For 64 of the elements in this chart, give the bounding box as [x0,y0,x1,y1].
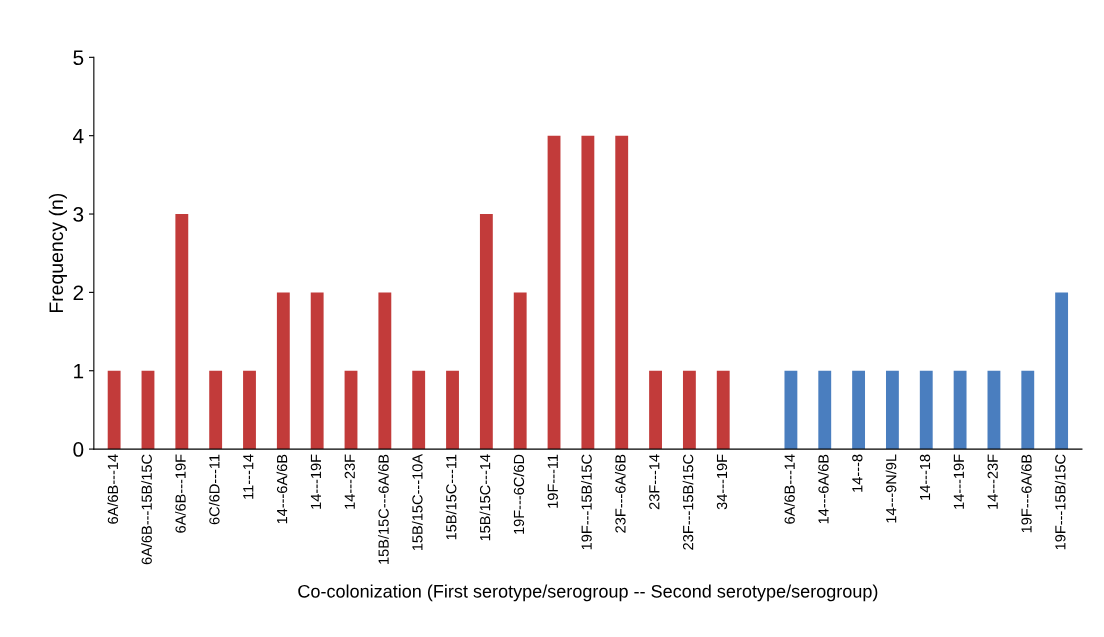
bar [987,370,1001,450]
bar [479,214,493,450]
x-tick-label: 19F---15B/15C [581,454,592,550]
bar [412,370,426,450]
bar [852,370,866,450]
x-tick-label: 19F---6C/6D [513,454,525,534]
bar [547,135,561,450]
x-tick-label: 14---9N/9L [885,454,897,523]
x-tick-label: 15B/15C---14 [479,454,491,541]
bar [581,135,595,450]
x-axis-title: Co-colonization (First serotype/serogroup -- Second serotype/serogroup) [298,584,878,602]
bar [716,370,730,450]
y-axis-title: Frequency (n) [48,193,67,313]
x-tick-label: 14---23F [987,454,998,509]
bar [886,370,899,450]
x-tick-label: 14---23F [344,454,355,509]
x-tick-label: 14---19F [310,454,322,509]
x-tick-label: 6A/6B---14 [784,454,795,524]
bar [1055,292,1069,450]
x-tick-label: 23F---14 [649,454,660,510]
bar [243,370,256,450]
bar [615,135,629,450]
bar [175,214,189,450]
bar [818,370,832,450]
x-tick-label: 34---19F [716,454,728,510]
y-tick-label: 0 [73,442,84,457]
y-tick-label: 5 [73,50,84,66]
bar [953,370,967,450]
x-tick-label: 14---19F [953,454,965,509]
bar [446,370,459,450]
y-tick-label: 4 [73,128,84,144]
x-tick-label: 15B/15C---10A [411,453,423,551]
bar [310,292,324,450]
x-tick-label: 23F---6A/6B [614,454,626,533]
bar [141,370,155,450]
x-tick-label: 6A/6B---19F [175,454,186,533]
bar [107,370,121,450]
bar [513,292,527,450]
bar [378,292,392,450]
x-tick-label: 15B/15C---11 [445,454,457,540]
x-tick-label: 19F---11 [547,454,558,508]
x-tick-label: 6A/6B---14 [107,454,119,524]
bar [209,370,223,450]
x-tick-label: 23F---15B/15C [682,454,694,550]
x-tick-label: 6A/6B---15B/15C [141,454,152,565]
y-tick-label: 2 [73,285,84,300]
bar [344,370,358,450]
x-tick-label: 14---6A/6B [817,454,829,524]
y-tick-label: 1 [74,363,84,379]
x-tick-label: 14---8 [852,454,863,492]
bar [649,370,662,450]
bar [919,370,933,450]
y-tick-label: 3 [73,207,84,222]
bar [784,370,798,450]
bar [276,292,290,450]
x-tick-label: 19F---6A/6B [1020,454,1032,533]
x-tick-label: 19F---15B/15C [1054,454,1066,550]
x-tick-label: 14---6A/6B [276,454,288,524]
x-tick-label: 15B/15C---6A/6B [378,454,389,564]
x-tick-label: 14---18 [919,454,931,500]
bar [682,370,696,450]
x-tick-label: 6C/6D---11 [208,454,220,525]
x-tick-label: 11---14 [243,454,254,499]
bar [1021,370,1035,450]
